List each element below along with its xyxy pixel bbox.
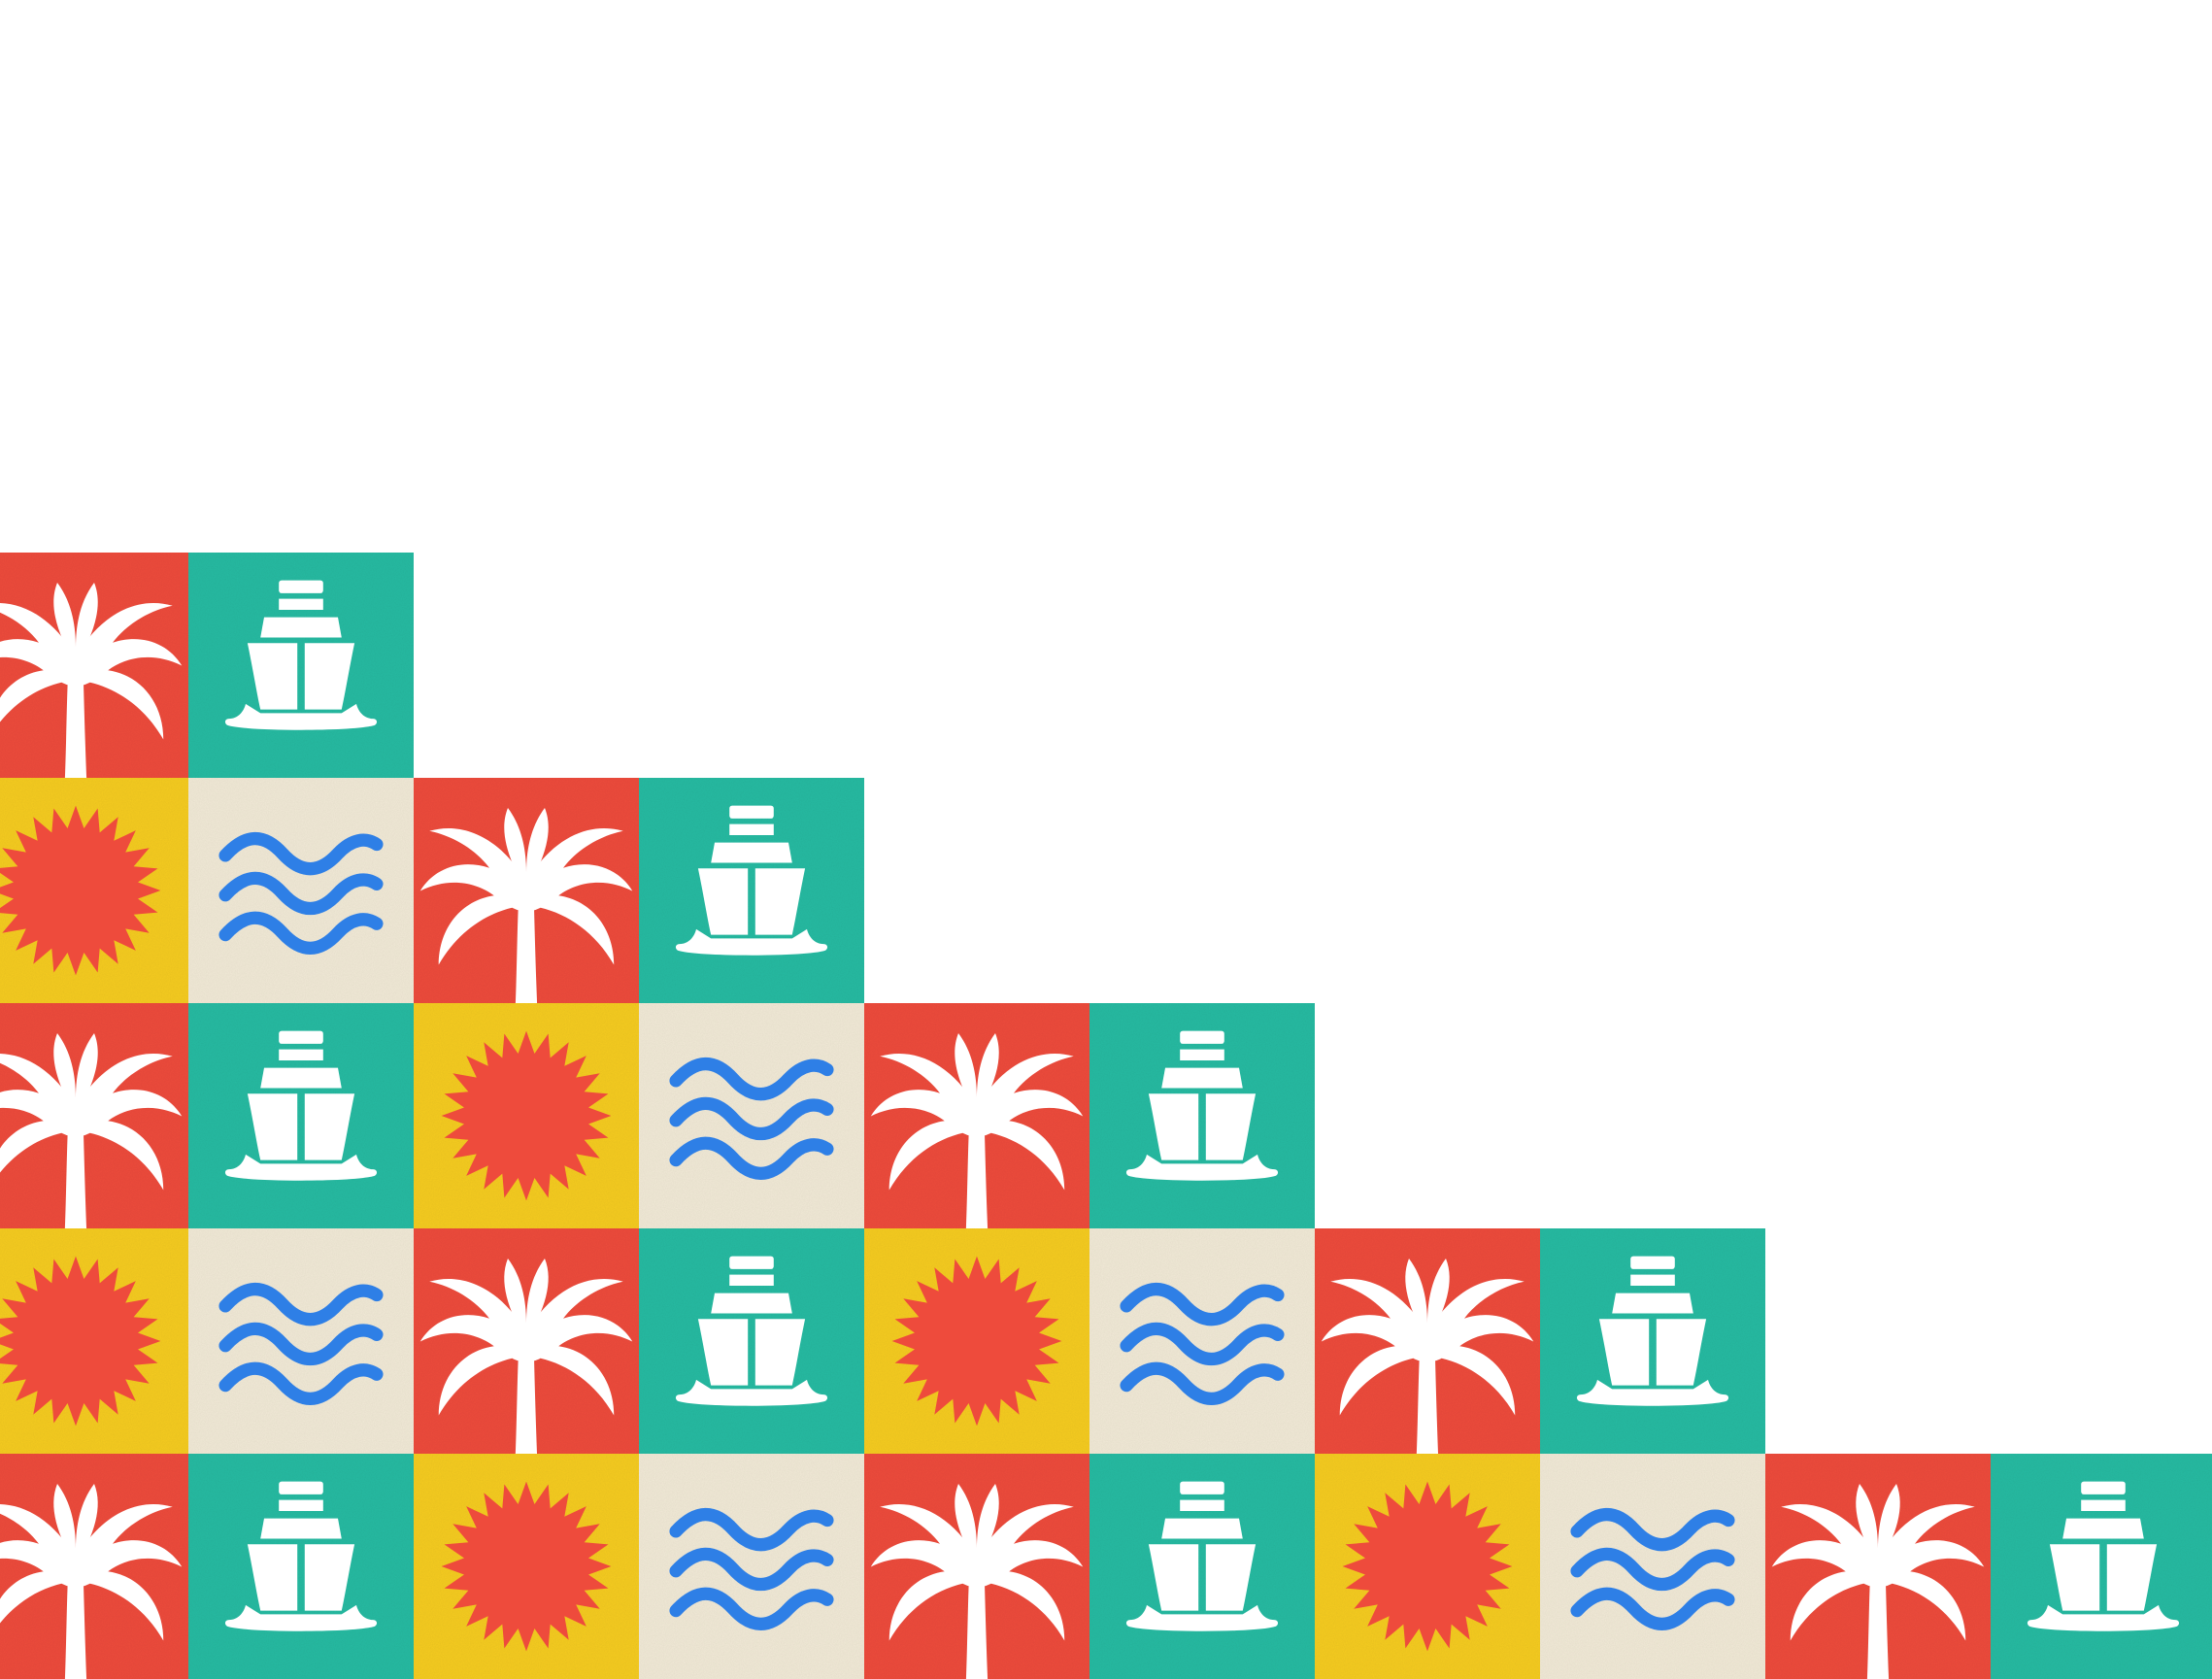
tile-ship [188, 1003, 414, 1228]
tile-ship [188, 553, 414, 778]
sun-icon [891, 1256, 1062, 1427]
tile-waves [188, 1228, 414, 1454]
tile-sun [0, 1228, 188, 1454]
tile-ship [1089, 1454, 1315, 1679]
sun-icon [441, 1481, 612, 1652]
tile-palm [864, 1003, 1089, 1236]
tile-sun [864, 1228, 1089, 1454]
tile-sun [0, 778, 188, 1003]
tile-waves [1089, 1228, 1315, 1454]
tile-palm [0, 1003, 188, 1236]
tile-waves [639, 1003, 864, 1228]
tile-palm [414, 778, 639, 1011]
tile-ship [639, 1228, 864, 1454]
tile-ship [639, 778, 864, 1003]
tile-waves [188, 778, 414, 1003]
tile-palm [414, 1228, 639, 1461]
tile-palm [1315, 1228, 1540, 1461]
tile-sun [1315, 1454, 1540, 1679]
tile-palm [1765, 1454, 1991, 1679]
sun-icon [1342, 1481, 1513, 1652]
tile-ship [188, 1454, 414, 1679]
tile-palm [864, 1454, 1089, 1679]
tile-palm [0, 553, 188, 786]
tile-sun [414, 1003, 639, 1228]
sun-icon [441, 1030, 612, 1201]
tile-ship [1089, 1003, 1315, 1228]
tile-waves [1540, 1454, 1765, 1679]
tile-ship [1991, 1454, 2212, 1679]
tile-palm [0, 1454, 188, 1679]
tile-sun [414, 1454, 639, 1679]
tile-ship [1540, 1228, 1765, 1454]
tile-waves [639, 1454, 864, 1679]
